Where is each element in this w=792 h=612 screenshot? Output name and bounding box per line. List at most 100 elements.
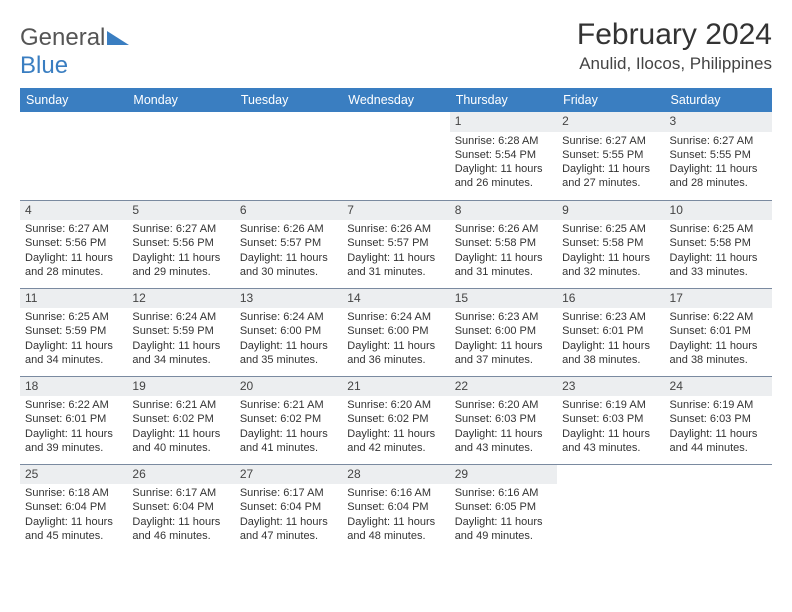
weekday-header: Sunday — [20, 88, 127, 112]
daylight-text: Daylight: 11 hours and 39 minutes. — [25, 427, 122, 456]
sunrise-text: Sunrise: 6:24 AM — [240, 310, 337, 324]
sunrise-text: Sunrise: 6:22 AM — [25, 398, 122, 412]
day-body: Sunrise: 6:16 AMSunset: 6:04 PMDaylight:… — [342, 484, 449, 547]
calendar-cell: 20Sunrise: 6:21 AMSunset: 6:02 PMDayligh… — [235, 376, 342, 464]
day-body: Sunrise: 6:27 AMSunset: 5:56 PMDaylight:… — [127, 220, 234, 283]
day-body: Sunrise: 6:17 AMSunset: 6:04 PMDaylight:… — [127, 484, 234, 547]
sunrise-text: Sunrise: 6:26 AM — [455, 222, 552, 236]
day-number: 18 — [20, 377, 127, 397]
calendar-body: 1Sunrise: 6:28 AMSunset: 5:54 PMDaylight… — [20, 112, 772, 552]
calendar-cell: 1Sunrise: 6:28 AMSunset: 5:54 PMDaylight… — [450, 112, 557, 200]
calendar-table: Sunday Monday Tuesday Wednesday Thursday… — [20, 88, 772, 552]
calendar-cell: 23Sunrise: 6:19 AMSunset: 6:03 PMDayligh… — [557, 376, 664, 464]
sunset-text: Sunset: 6:05 PM — [455, 500, 552, 514]
calendar-cell: 9Sunrise: 6:25 AMSunset: 5:58 PMDaylight… — [557, 200, 664, 288]
calendar-cell: 17Sunrise: 6:22 AMSunset: 6:01 PMDayligh… — [665, 288, 772, 376]
sunrise-text: Sunrise: 6:17 AM — [240, 486, 337, 500]
daylight-text: Daylight: 11 hours and 42 minutes. — [347, 427, 444, 456]
weekday-header: Wednesday — [342, 88, 449, 112]
calendar-cell: 19Sunrise: 6:21 AMSunset: 6:02 PMDayligh… — [127, 376, 234, 464]
header: General Blue February 2024 Anulid, Iloco… — [20, 18, 772, 80]
logo-text: General Blue — [20, 24, 129, 80]
daylight-text: Daylight: 11 hours and 41 minutes. — [240, 427, 337, 456]
daylight-text: Daylight: 11 hours and 48 minutes. — [347, 515, 444, 544]
day-number: 21 — [342, 377, 449, 397]
daylight-text: Daylight: 11 hours and 32 minutes. — [562, 251, 659, 280]
sunrise-text: Sunrise: 6:25 AM — [25, 310, 122, 324]
sunrise-text: Sunrise: 6:20 AM — [455, 398, 552, 412]
calendar-cell — [127, 112, 234, 200]
sunrise-text: Sunrise: 6:19 AM — [562, 398, 659, 412]
calendar-cell: 16Sunrise: 6:23 AMSunset: 6:01 PMDayligh… — [557, 288, 664, 376]
sunset-text: Sunset: 6:00 PM — [455, 324, 552, 338]
day-body: Sunrise: 6:20 AMSunset: 6:03 PMDaylight:… — [450, 396, 557, 459]
day-body: Sunrise: 6:22 AMSunset: 6:01 PMDaylight:… — [665, 308, 772, 371]
calendar-row: 11Sunrise: 6:25 AMSunset: 5:59 PMDayligh… — [20, 288, 772, 376]
day-body: Sunrise: 6:19 AMSunset: 6:03 PMDaylight:… — [557, 396, 664, 459]
sunrise-text: Sunrise: 6:21 AM — [132, 398, 229, 412]
sunrise-text: Sunrise: 6:17 AM — [132, 486, 229, 500]
weekday-header: Friday — [557, 88, 664, 112]
daylight-text: Daylight: 11 hours and 38 minutes. — [670, 339, 767, 368]
calendar-cell: 5Sunrise: 6:27 AMSunset: 5:56 PMDaylight… — [127, 200, 234, 288]
day-number: 12 — [127, 289, 234, 309]
calendar-cell — [557, 464, 664, 552]
calendar-cell: 13Sunrise: 6:24 AMSunset: 6:00 PMDayligh… — [235, 288, 342, 376]
day-body: Sunrise: 6:21 AMSunset: 6:02 PMDaylight:… — [127, 396, 234, 459]
daylight-text: Daylight: 11 hours and 47 minutes. — [240, 515, 337, 544]
day-number: 2 — [557, 112, 664, 132]
sunset-text: Sunset: 5:56 PM — [25, 236, 122, 250]
day-number: 3 — [665, 112, 772, 132]
day-body: Sunrise: 6:16 AMSunset: 6:05 PMDaylight:… — [450, 484, 557, 547]
daylight-text: Daylight: 11 hours and 36 minutes. — [347, 339, 444, 368]
day-number: 24 — [665, 377, 772, 397]
daylight-text: Daylight: 11 hours and 28 minutes. — [25, 251, 122, 280]
calendar-cell: 10Sunrise: 6:25 AMSunset: 5:58 PMDayligh… — [665, 200, 772, 288]
calendar-cell: 6Sunrise: 6:26 AMSunset: 5:57 PMDaylight… — [235, 200, 342, 288]
calendar-cell: 14Sunrise: 6:24 AMSunset: 6:00 PMDayligh… — [342, 288, 449, 376]
sunrise-text: Sunrise: 6:16 AM — [347, 486, 444, 500]
sunset-text: Sunset: 6:01 PM — [670, 324, 767, 338]
sunset-text: Sunset: 6:01 PM — [25, 412, 122, 426]
calendar-row: 1Sunrise: 6:28 AMSunset: 5:54 PMDaylight… — [20, 112, 772, 200]
day-body: Sunrise: 6:19 AMSunset: 6:03 PMDaylight:… — [665, 396, 772, 459]
sunset-text: Sunset: 5:54 PM — [455, 148, 552, 162]
day-body: Sunrise: 6:23 AMSunset: 6:00 PMDaylight:… — [450, 308, 557, 371]
calendar-cell: 22Sunrise: 6:20 AMSunset: 6:03 PMDayligh… — [450, 376, 557, 464]
sunset-text: Sunset: 6:02 PM — [132, 412, 229, 426]
sunrise-text: Sunrise: 6:25 AM — [562, 222, 659, 236]
daylight-text: Daylight: 11 hours and 31 minutes. — [455, 251, 552, 280]
sunset-text: Sunset: 5:55 PM — [670, 148, 767, 162]
sunset-text: Sunset: 6:00 PM — [347, 324, 444, 338]
calendar-cell — [20, 112, 127, 200]
daylight-text: Daylight: 11 hours and 43 minutes. — [562, 427, 659, 456]
day-body: Sunrise: 6:24 AMSunset: 6:00 PMDaylight:… — [342, 308, 449, 371]
day-number: 29 — [450, 465, 557, 485]
sunrise-text: Sunrise: 6:24 AM — [347, 310, 444, 324]
weekday-header: Thursday — [450, 88, 557, 112]
day-number: 20 — [235, 377, 342, 397]
calendar-row: 25Sunrise: 6:18 AMSunset: 6:04 PMDayligh… — [20, 464, 772, 552]
day-body: Sunrise: 6:26 AMSunset: 5:58 PMDaylight:… — [450, 220, 557, 283]
calendar-cell: 8Sunrise: 6:26 AMSunset: 5:58 PMDaylight… — [450, 200, 557, 288]
location-text: Anulid, Ilocos, Philippines — [577, 54, 772, 74]
daylight-text: Daylight: 11 hours and 37 minutes. — [455, 339, 552, 368]
day-number: 22 — [450, 377, 557, 397]
day-number: 23 — [557, 377, 664, 397]
calendar-cell — [235, 112, 342, 200]
logo-word-blue: Blue — [20, 52, 68, 79]
sunrise-text: Sunrise: 6:28 AM — [455, 134, 552, 148]
sunrise-text: Sunrise: 6:19 AM — [670, 398, 767, 412]
sunrise-text: Sunrise: 6:24 AM — [132, 310, 229, 324]
triangle-icon — [107, 31, 129, 45]
day-body: Sunrise: 6:25 AMSunset: 5:58 PMDaylight:… — [665, 220, 772, 283]
daylight-text: Daylight: 11 hours and 46 minutes. — [132, 515, 229, 544]
sunrise-text: Sunrise: 6:18 AM — [25, 486, 122, 500]
day-body: Sunrise: 6:21 AMSunset: 6:02 PMDaylight:… — [235, 396, 342, 459]
calendar-cell: 12Sunrise: 6:24 AMSunset: 5:59 PMDayligh… — [127, 288, 234, 376]
sunset-text: Sunset: 6:00 PM — [240, 324, 337, 338]
calendar-cell: 27Sunrise: 6:17 AMSunset: 6:04 PMDayligh… — [235, 464, 342, 552]
sunset-text: Sunset: 6:04 PM — [132, 500, 229, 514]
calendar-row: 4Sunrise: 6:27 AMSunset: 5:56 PMDaylight… — [20, 200, 772, 288]
day-body: Sunrise: 6:26 AMSunset: 5:57 PMDaylight:… — [235, 220, 342, 283]
